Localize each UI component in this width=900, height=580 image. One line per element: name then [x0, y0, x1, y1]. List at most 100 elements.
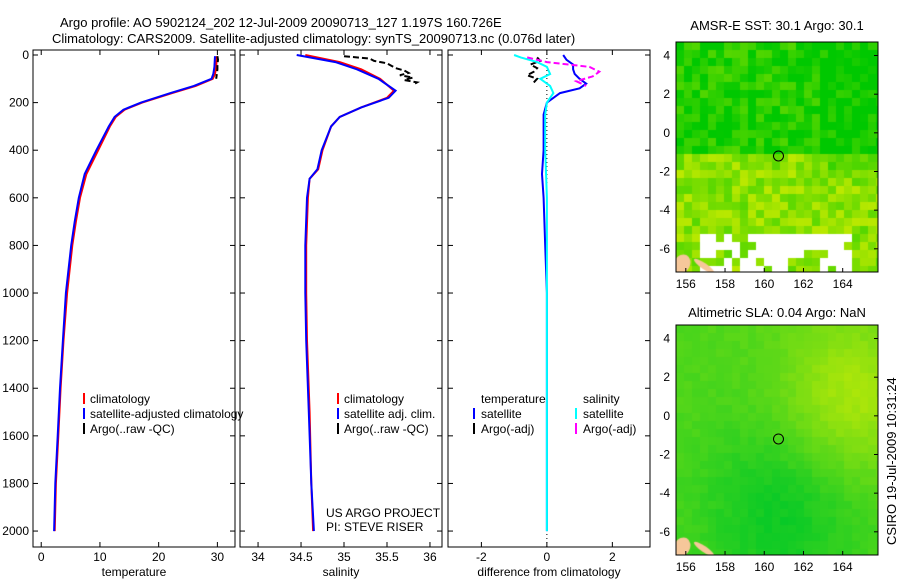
legend-swatch-argo [83, 423, 85, 434]
x-tick-label: 2 [609, 550, 616, 564]
sla-map: 156 158 160 162 164 4 2 0 -2 -4 -6 [659, 324, 879, 574]
y-tick-label: 1000 [2, 286, 29, 300]
y-tick-label: 4 [663, 49, 670, 63]
y-tick-label: 0 [663, 126, 670, 140]
legend-label: Argo(-adj) [481, 422, 534, 436]
difference-plot-frame [447, 49, 651, 548]
series-line-salinity-satellite [513, 54, 555, 532]
x-tick-label: 156 [676, 560, 696, 574]
sla-map-title: Altimetric SLA: 0.04 Argo: NaN [688, 305, 866, 320]
y-tick-label: -2 [659, 447, 670, 461]
y-tick-label: 2000 [2, 524, 29, 538]
legend-swatch-temp-argo [473, 423, 475, 434]
legend-swatch-satellite [337, 408, 339, 419]
legend-label: Argo(-adj) [583, 422, 636, 436]
legend-label: Argo(..raw -QC) [344, 422, 429, 436]
legend-swatch-satellite [83, 408, 85, 419]
y-tick-label: 0 [663, 409, 670, 423]
x-tick-label: 34 [251, 550, 265, 564]
x-tick-label: 158 [715, 560, 735, 574]
side-stamp: CSIRO 19-Jul-2009 10:31:24 [884, 377, 899, 545]
x-tick-label: -2 [476, 550, 487, 564]
legend-swatch-sal-satellite [575, 408, 577, 419]
series-line-salinity-argo-adj- [526, 56, 602, 87]
x-tick-label: 156 [676, 277, 696, 291]
title-line-1: Argo profile: AO 5902124_202 12-Jul-2009… [60, 15, 502, 30]
y-tick-label: 0 [22, 48, 29, 62]
y-tick-label: 1800 [2, 476, 29, 490]
map-frame [675, 324, 879, 556]
salinity-plot-frame [239, 49, 443, 548]
y-tick-label: 1200 [2, 334, 29, 348]
legend-swatch-temp-satellite [473, 408, 475, 419]
x-tick-label: 35 [337, 550, 351, 564]
x-tick-label: 158 [715, 277, 735, 291]
legend-label: climatology [90, 392, 150, 406]
x-tick-label: 0 [38, 550, 45, 564]
sla-heatmap-image [676, 325, 878, 555]
project-line-1: US ARGO PROJECT [326, 506, 441, 520]
x-tick-label: 164 [833, 277, 853, 291]
y-tick-label: 200 [9, 96, 29, 110]
y-tick-label: 400 [9, 143, 29, 157]
title-line-2: Climatology: CARS2009. Satellite-adjuste… [52, 31, 575, 46]
legend-label: satellite-adjusted climatology [90, 407, 243, 421]
sst-heatmap-image [676, 42, 878, 272]
difference-legend: temperature salinity satellite Argo(-adj… [473, 392, 636, 436]
salinity-panel: 34 34.5 35 35.5 36 salinity [239, 49, 443, 579]
legend-label: satellite adj. clim. [344, 407, 435, 421]
x-tick-label: 164 [833, 560, 853, 574]
plot-layer: 0 10 20 30020040060080010001200140016001800… [2, 41, 879, 579]
map-image-container [676, 325, 878, 555]
legend-swatch-climatology [337, 393, 339, 404]
x-tick-label: 20 [152, 550, 166, 564]
x-tick-label: 160 [754, 277, 774, 291]
legend-swatch-climatology [83, 393, 85, 404]
x-tick-label: 0 [544, 550, 551, 564]
y-tick-label: 1400 [2, 381, 29, 395]
project-line-2: PI: STEVE RISER [326, 520, 424, 534]
y-tick-label: 2 [663, 370, 670, 384]
legend-label: Argo(..raw -QC) [90, 422, 175, 436]
argo-float-location-marker [772, 150, 784, 162]
argo-float-location-marker [772, 433, 784, 445]
x-tick-label: 162 [793, 277, 813, 291]
map-frame [675, 41, 879, 273]
salinity-legend: climatology satellite adj. clim. Argo(..… [337, 392, 435, 436]
temperature-legend: climatology satellite-adjusted climatolo… [83, 392, 243, 436]
y-tick-label: 800 [9, 238, 29, 252]
x-tick-label: 36 [423, 550, 437, 564]
x-axis-label: difference from climatology [477, 565, 620, 579]
y-tick-label: -4 [659, 203, 670, 217]
legend-swatch-argo [337, 423, 339, 434]
legend-swatch-sal-argo [575, 423, 577, 434]
temperature-plot-frame [32, 49, 236, 548]
x-tick-label: 160 [754, 560, 774, 574]
series-line-argo-raw-qc- [215, 56, 220, 79]
sst-map: 156 158 160 162 164 4 2 0 -2 -4 -6 [659, 41, 879, 291]
legend-label: satellite [481, 407, 522, 421]
temperature-panel: 0 10 20 30 0 200 400 600 800 1000 1200 1400 1600 1800… [2, 48, 236, 579]
y-tick-label: 2 [663, 87, 670, 101]
legend-header-salinity: salinity [583, 392, 620, 406]
sst-map-title: AMSR-E SST: 30.1 Argo: 30.1 [690, 18, 863, 33]
series-line-argo-raw-qc- [343, 55, 421, 86]
x-axis-label: temperature [102, 565, 167, 579]
legend-header-temperature: temperature [481, 392, 546, 406]
x-tick-label: 34.5 [289, 550, 313, 564]
x-tick-label: 10 [93, 550, 107, 564]
y-tick-label: 1600 [2, 429, 29, 443]
y-tick-label: -6 [659, 242, 670, 256]
x-tick-label: 35.5 [375, 550, 399, 564]
legend-label: satellite [583, 407, 624, 421]
map-image-container [676, 42, 878, 272]
series-line-satellite-adj-clim- [296, 54, 398, 532]
x-tick-label: 30 [211, 550, 225, 564]
y-tick-label: 600 [9, 191, 29, 205]
legend-label: climatology [344, 392, 404, 406]
series-line-satellite-adjusted-climatology [53, 56, 216, 532]
x-axis-label: salinity [323, 565, 360, 579]
y-tick-label: -4 [659, 486, 670, 500]
